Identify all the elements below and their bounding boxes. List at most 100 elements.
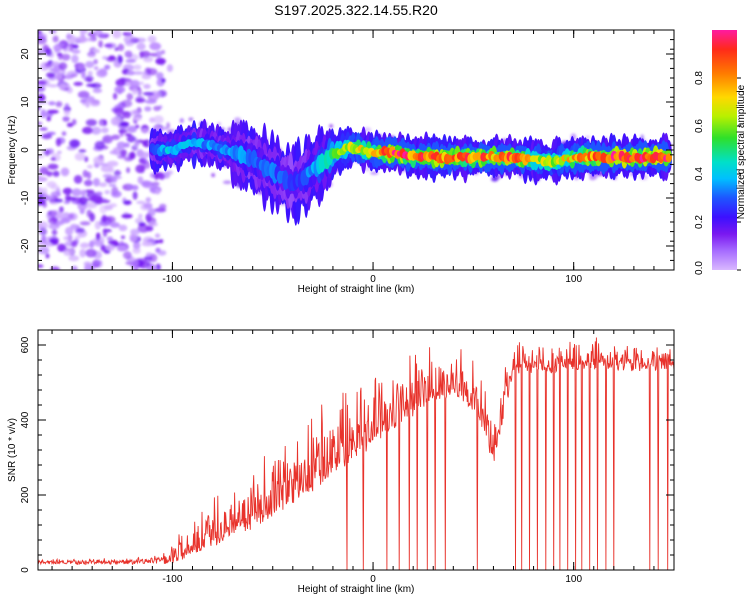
colorbar-gradient [712,30,737,270]
snr-ytick-label: 600 [20,336,31,353]
noise-blob [135,97,146,103]
noise-blob [53,64,58,74]
noise-blob [102,56,108,60]
noise-blob [129,79,140,88]
noise-blob [151,266,158,270]
noise-blob [61,131,67,136]
noise-blob [61,53,71,61]
noise-blob [52,35,59,43]
noise-blob [38,264,44,268]
noise-blob [87,164,93,169]
noise-blob [100,244,106,252]
noise-blob [55,71,62,80]
noise-blob [55,214,64,219]
snr-series [38,337,674,570]
noise-blob [86,83,97,87]
spectrogram-xtick-label: -100 [162,274,182,285]
noise-blob [113,170,121,177]
noise-blob [84,189,95,193]
noise-blob [51,229,58,236]
spectrogram-xtick-label: 100 [565,274,582,285]
noise-blob [71,188,82,197]
ridge-blob [665,153,672,163]
noise-blob [99,120,104,127]
noise-blob [109,150,117,155]
halo-blob [329,124,333,128]
noise-blob [143,56,154,63]
noise-blob [66,44,73,53]
colorbar-tick-label: 0.4 [694,167,705,181]
noise-blob [48,84,58,88]
noise-blob [139,81,144,85]
noise-blob [108,55,116,60]
spectrogram-ridge [149,118,672,226]
noise-blob [98,33,107,38]
noise-blob [55,101,63,108]
noise-blob [63,200,71,205]
noise-blob [112,92,118,100]
noise-blob [71,119,77,126]
noise-blob [99,204,107,214]
noise-blob [154,233,161,238]
noise-blob [104,176,114,184]
noise-blob [93,49,100,54]
colorbar-tick-label: 0.2 [694,215,705,229]
noise-blob [91,126,102,135]
halo-blob [211,173,216,178]
noise-blob [45,253,50,259]
noise-blob [133,241,141,250]
noise-blob [167,129,176,133]
noise-blob [57,150,62,154]
noise-blob [87,53,96,58]
spectrogram-panel: -100 0 100 -20 -10 0 10 20 Height of str… [7,29,675,295]
noise-blob [38,221,49,230]
snr-line [38,337,674,570]
noise-blob [79,248,86,258]
noise-blob [115,78,126,87]
noise-blob [142,91,155,96]
noise-blob [85,201,98,209]
noise-blob [79,30,88,35]
noise-blob [154,239,160,244]
noise-blob [125,59,136,63]
noise-blob [81,189,86,197]
noise-blob [67,212,78,221]
noise-blob [41,235,47,243]
noise-blob [135,164,146,174]
noise-blob [122,111,132,119]
noise-blob [58,62,68,70]
noise-blob [136,200,146,205]
noise-blob [116,141,126,150]
noise-blob [47,163,59,170]
noise-blob [126,93,134,101]
noise-blob [63,109,71,116]
noise-blob [44,149,51,157]
snr-ticks [38,329,675,571]
noise-blob [90,194,103,203]
noise-blob [123,251,132,260]
noise-blob [134,37,147,43]
spectrogram-ticks [38,29,675,271]
noise-blob [132,71,144,75]
noise-blob [133,116,142,121]
noise-blob [157,250,167,256]
noise-blob [98,182,108,187]
noise-blob [132,247,141,254]
noise-blob [123,35,136,44]
noise-blob [41,133,53,140]
noise-blob [118,224,128,232]
noise-blob [70,240,78,248]
noise-blob [86,209,92,218]
noise-blob [99,163,109,166]
noise-blob [39,227,48,236]
noise-blob [48,101,56,106]
noise-blob [149,52,158,57]
snr-ytick-label: 400 [20,411,31,428]
noise-blob [111,190,122,198]
halo-blob [179,118,184,124]
noise-blob [114,85,126,94]
noise-blob [90,101,100,107]
noise-blob [94,260,102,265]
noise-blob [99,219,111,227]
noise-blob [95,191,103,196]
